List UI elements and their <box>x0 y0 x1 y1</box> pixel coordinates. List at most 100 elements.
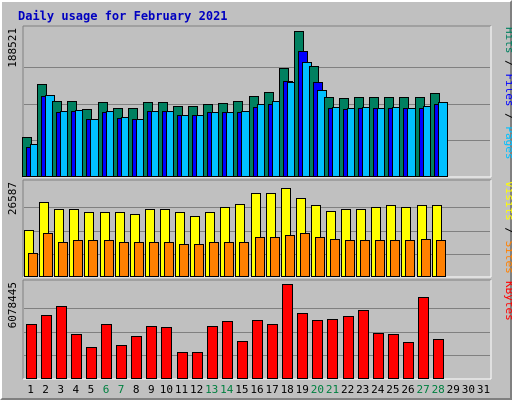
bar-kbytes-day-14 <box>222 321 233 379</box>
bar-kbytes-day-9 <box>146 326 157 379</box>
panel-1: 188521 Hits / Files / Pages <box>6 25 512 178</box>
bar-kbytes-day-3 <box>56 306 67 379</box>
x-tick-label: 21 <box>326 383 339 396</box>
y-max-label: 6078445 <box>6 282 19 328</box>
bar-sites-day-14 <box>224 242 234 277</box>
bar-sites-day-20 <box>315 237 325 277</box>
bar-kbytes-day-10 <box>161 327 172 379</box>
legend-item: Files <box>503 73 512 106</box>
x-tick-label: 6 <box>103 383 110 396</box>
panel-2: 26587 Visits / Sites <box>6 179 512 278</box>
bar-kbytes-day-19 <box>297 313 308 379</box>
chart-panels: 188521 Hits / Files / Pages 26587 Visits / … <box>6 25 512 380</box>
x-tick-label: 1 <box>27 383 34 396</box>
bar-kbytes-day-15 <box>237 341 248 379</box>
bar-sites-day-11 <box>179 244 189 277</box>
bar-sites-day-15 <box>239 242 249 277</box>
bar-kbytes-day-25 <box>388 334 399 379</box>
x-tick-label: 2 <box>42 383 49 396</box>
x-tick-label: 17 <box>265 383 278 396</box>
bar-sites-day-28 <box>436 240 446 277</box>
bar-sites-day-9 <box>149 242 159 277</box>
x-tick-label: 27 <box>416 383 429 396</box>
bar-sites-day-4 <box>73 240 83 277</box>
bar-sites-day-16 <box>255 237 265 277</box>
bar-kbytes-day-23 <box>358 310 369 379</box>
bar-kbytes-day-2 <box>41 315 52 379</box>
x-tick-label: 4 <box>72 383 79 396</box>
x-tick-label: 20 <box>311 383 324 396</box>
x-tick-label: 7 <box>118 383 125 396</box>
legend-item: Visits <box>503 181 512 221</box>
bar-kbytes-day-22 <box>343 316 354 379</box>
x-tick-label: 12 <box>190 383 203 396</box>
bar-sites-day-23 <box>360 240 370 277</box>
bar-kbytes-day-13 <box>207 326 218 379</box>
bar-sites-day-8 <box>134 242 144 277</box>
axis-legend: Visits / Sites <box>503 181 512 274</box>
x-tick-label: 10 <box>160 383 173 396</box>
bar-kbytes-day-8 <box>131 336 142 379</box>
bar-kbytes-day-27 <box>418 297 429 379</box>
x-tick-label: 28 <box>432 383 445 396</box>
legend-item: Sites <box>503 241 512 274</box>
bar-sites-day-24 <box>375 240 385 277</box>
bar-sites-day-13 <box>209 242 219 277</box>
x-axis-labels: 1 2 3 4 5 6 7 8 9 10 11 12 13 14 15 16 17 18 19 20 21 22 23 24 2… <box>27 383 490 396</box>
x-tick-label: 18 <box>281 383 294 396</box>
bar-sites-day-1 <box>28 253 38 277</box>
bar-sites-day-3 <box>58 242 68 277</box>
x-tick-label: 23 <box>356 383 369 396</box>
x-tick-label: 30 <box>462 383 475 396</box>
bar-sites-day-26 <box>405 240 415 277</box>
bar-kbytes-day-4 <box>71 334 82 379</box>
x-tick-label: 24 <box>371 383 385 396</box>
bar-kbytes-day-20 <box>312 320 323 379</box>
y-max-label: 26587 <box>6 182 19 215</box>
chart-title: Daily usage for February 2021 <box>18 9 228 23</box>
axis-legend: KBytes <box>503 281 512 321</box>
x-tick-label: 3 <box>57 383 64 396</box>
bar-kbytes-day-6 <box>101 324 112 379</box>
bar-sites-day-10 <box>164 242 174 277</box>
x-tick-label: 9 <box>148 383 155 396</box>
bar-sites-day-21 <box>330 239 340 277</box>
legend-item: / <box>503 107 512 127</box>
bar-sites-day-6 <box>104 240 114 277</box>
panel-3: 6078445 KBytes <box>6 279 512 380</box>
bar-kbytes-day-16 <box>252 320 263 379</box>
bar-kbytes-day-1 <box>26 324 37 379</box>
bar-sites-day-22 <box>345 240 355 277</box>
x-tick-label: 8 <box>133 383 140 396</box>
bar-kbytes-day-12 <box>192 352 203 379</box>
x-tick-label: 5 <box>88 383 95 396</box>
legend-item: KBytes <box>503 281 512 321</box>
bar-kbytes-day-11 <box>177 352 188 379</box>
bar-sites-day-5 <box>88 240 98 277</box>
x-tick-label: 19 <box>296 383 309 396</box>
bar-kbytes-day-18 <box>282 284 293 379</box>
bar-sites-day-18 <box>285 235 295 277</box>
legend-item: Pages <box>503 126 512 159</box>
bar-kbytes-day-17 <box>267 324 278 379</box>
bar-kbytes-day-5 <box>86 347 97 379</box>
bar-sites-day-17 <box>270 237 280 277</box>
bar-sites-day-19 <box>300 233 310 277</box>
bar-pages-day-28 <box>438 102 448 177</box>
bar-kbytes-day-28 <box>433 339 444 379</box>
x-tick-label: 26 <box>401 383 414 396</box>
x-tick-label: 29 <box>447 383 460 396</box>
bar-kbytes-day-26 <box>403 342 414 379</box>
x-tick-label: 14 <box>220 383 234 396</box>
x-tick-label: 22 <box>341 383 354 396</box>
bar-sites-day-2 <box>43 233 53 277</box>
x-tick-label: 11 <box>175 383 188 396</box>
x-tick-label: 31 <box>477 383 490 396</box>
bar-kbytes-day-21 <box>327 319 338 379</box>
bar-sites-day-27 <box>421 239 431 277</box>
legend-item: / <box>503 54 512 74</box>
x-tick-label: 25 <box>386 383 399 396</box>
y-max-label: 188521 <box>6 28 19 68</box>
bar-sites-day-25 <box>390 240 400 277</box>
